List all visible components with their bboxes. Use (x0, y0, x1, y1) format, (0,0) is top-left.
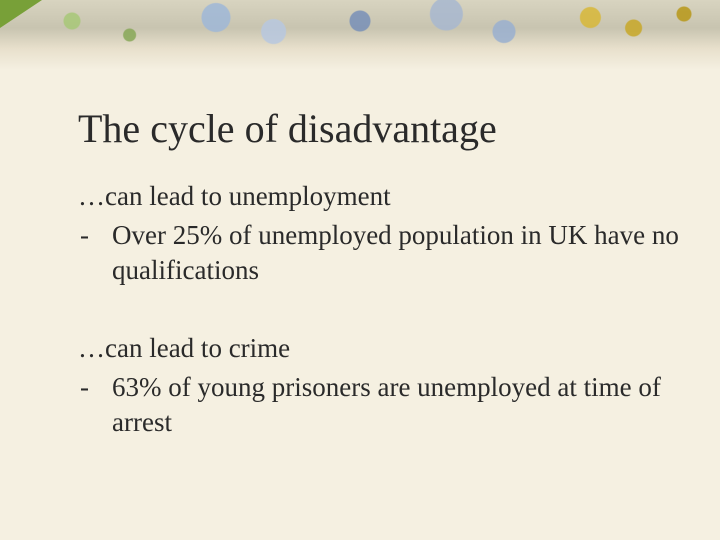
section-1-bullet-text: Over 25% of unemployed population in UK … (112, 218, 680, 288)
section-2-lead: …can lead to crime (78, 332, 680, 366)
section-2-bullet-text: 63% of young prisoners are unemployed at… (112, 370, 680, 440)
section-2-bullet: - 63% of young prisoners are unemployed … (78, 370, 680, 440)
bullet-dash-icon: - (78, 370, 112, 405)
bullet-dash-icon: - (78, 218, 112, 253)
decorative-banner (0, 0, 720, 70)
slide-content: The cycle of disadvantage …can lead to u… (78, 105, 680, 484)
section-2: …can lead to crime - 63% of young prison… (78, 332, 680, 440)
section-1: …can lead to unemployment - Over 25% of … (78, 180, 680, 288)
slide-title: The cycle of disadvantage (78, 105, 680, 152)
corner-accent (0, 0, 42, 28)
section-1-bullet: - Over 25% of unemployed population in U… (78, 218, 680, 288)
section-1-lead: …can lead to unemployment (78, 180, 680, 214)
